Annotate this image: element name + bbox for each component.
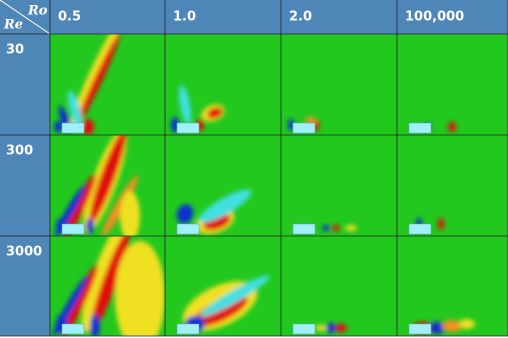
cells — [49, 18, 508, 338]
flow-field-image — [165, 135, 281, 239]
flow-field-image — [397, 236, 508, 336]
flow-field-image — [281, 236, 397, 336]
contour-blob — [322, 225, 330, 231]
contour-blob — [90, 314, 100, 338]
column-header: 100,000 — [405, 10, 464, 25]
field-background — [165, 34, 281, 135]
obstacle — [62, 123, 84, 133]
flow-field-image — [397, 135, 508, 236]
row-header: 3000 — [6, 245, 42, 260]
contour-blob — [54, 121, 62, 133]
obstacle — [293, 123, 315, 133]
flow-field-image — [281, 135, 397, 236]
column-header: 0.5 — [58, 10, 81, 25]
flow-field-image — [397, 34, 508, 135]
row-header-column — [0, 34, 50, 336]
contour-blob — [345, 225, 357, 231]
contour-blob — [315, 325, 327, 331]
obstacle — [409, 224, 431, 234]
column-header: 2.0 — [289, 10, 312, 25]
flow-field-image — [50, 125, 165, 241]
contour-blob — [438, 218, 444, 230]
figure-grid: Ro Re 0.5 1.0 2.0 100,000 30 300 3000 — [0, 0, 508, 338]
corner-bottom: Re — [3, 18, 23, 33]
obstacle — [62, 224, 84, 234]
contour-blob — [86, 218, 94, 234]
contour-blob — [335, 324, 347, 332]
contour-blob — [448, 122, 456, 132]
row-header: 30 — [6, 43, 24, 58]
contour-blob — [442, 320, 462, 332]
corner-top: Ro — [27, 4, 48, 19]
flow-field-image — [165, 236, 281, 338]
flow-field-image — [50, 18, 165, 135]
field-background — [281, 236, 397, 336]
obstacle — [409, 324, 431, 334]
obstacle — [177, 224, 199, 234]
field-background — [397, 135, 508, 236]
field-background — [281, 34, 397, 135]
field-background — [397, 34, 508, 135]
obstacle — [409, 123, 431, 133]
flow-field-image — [165, 34, 281, 135]
flow-field-image — [281, 34, 397, 135]
obstacle — [62, 324, 84, 334]
obstacle — [177, 123, 199, 133]
field-background — [281, 135, 397, 236]
column-header: 1.0 — [173, 10, 196, 25]
obstacle — [177, 324, 199, 334]
row-header: 300 — [6, 144, 33, 159]
contour-blob — [459, 319, 475, 329]
contour-blob — [120, 191, 140, 241]
obstacle — [293, 324, 315, 334]
obstacle — [293, 224, 315, 234]
contour-blob — [332, 225, 340, 231]
